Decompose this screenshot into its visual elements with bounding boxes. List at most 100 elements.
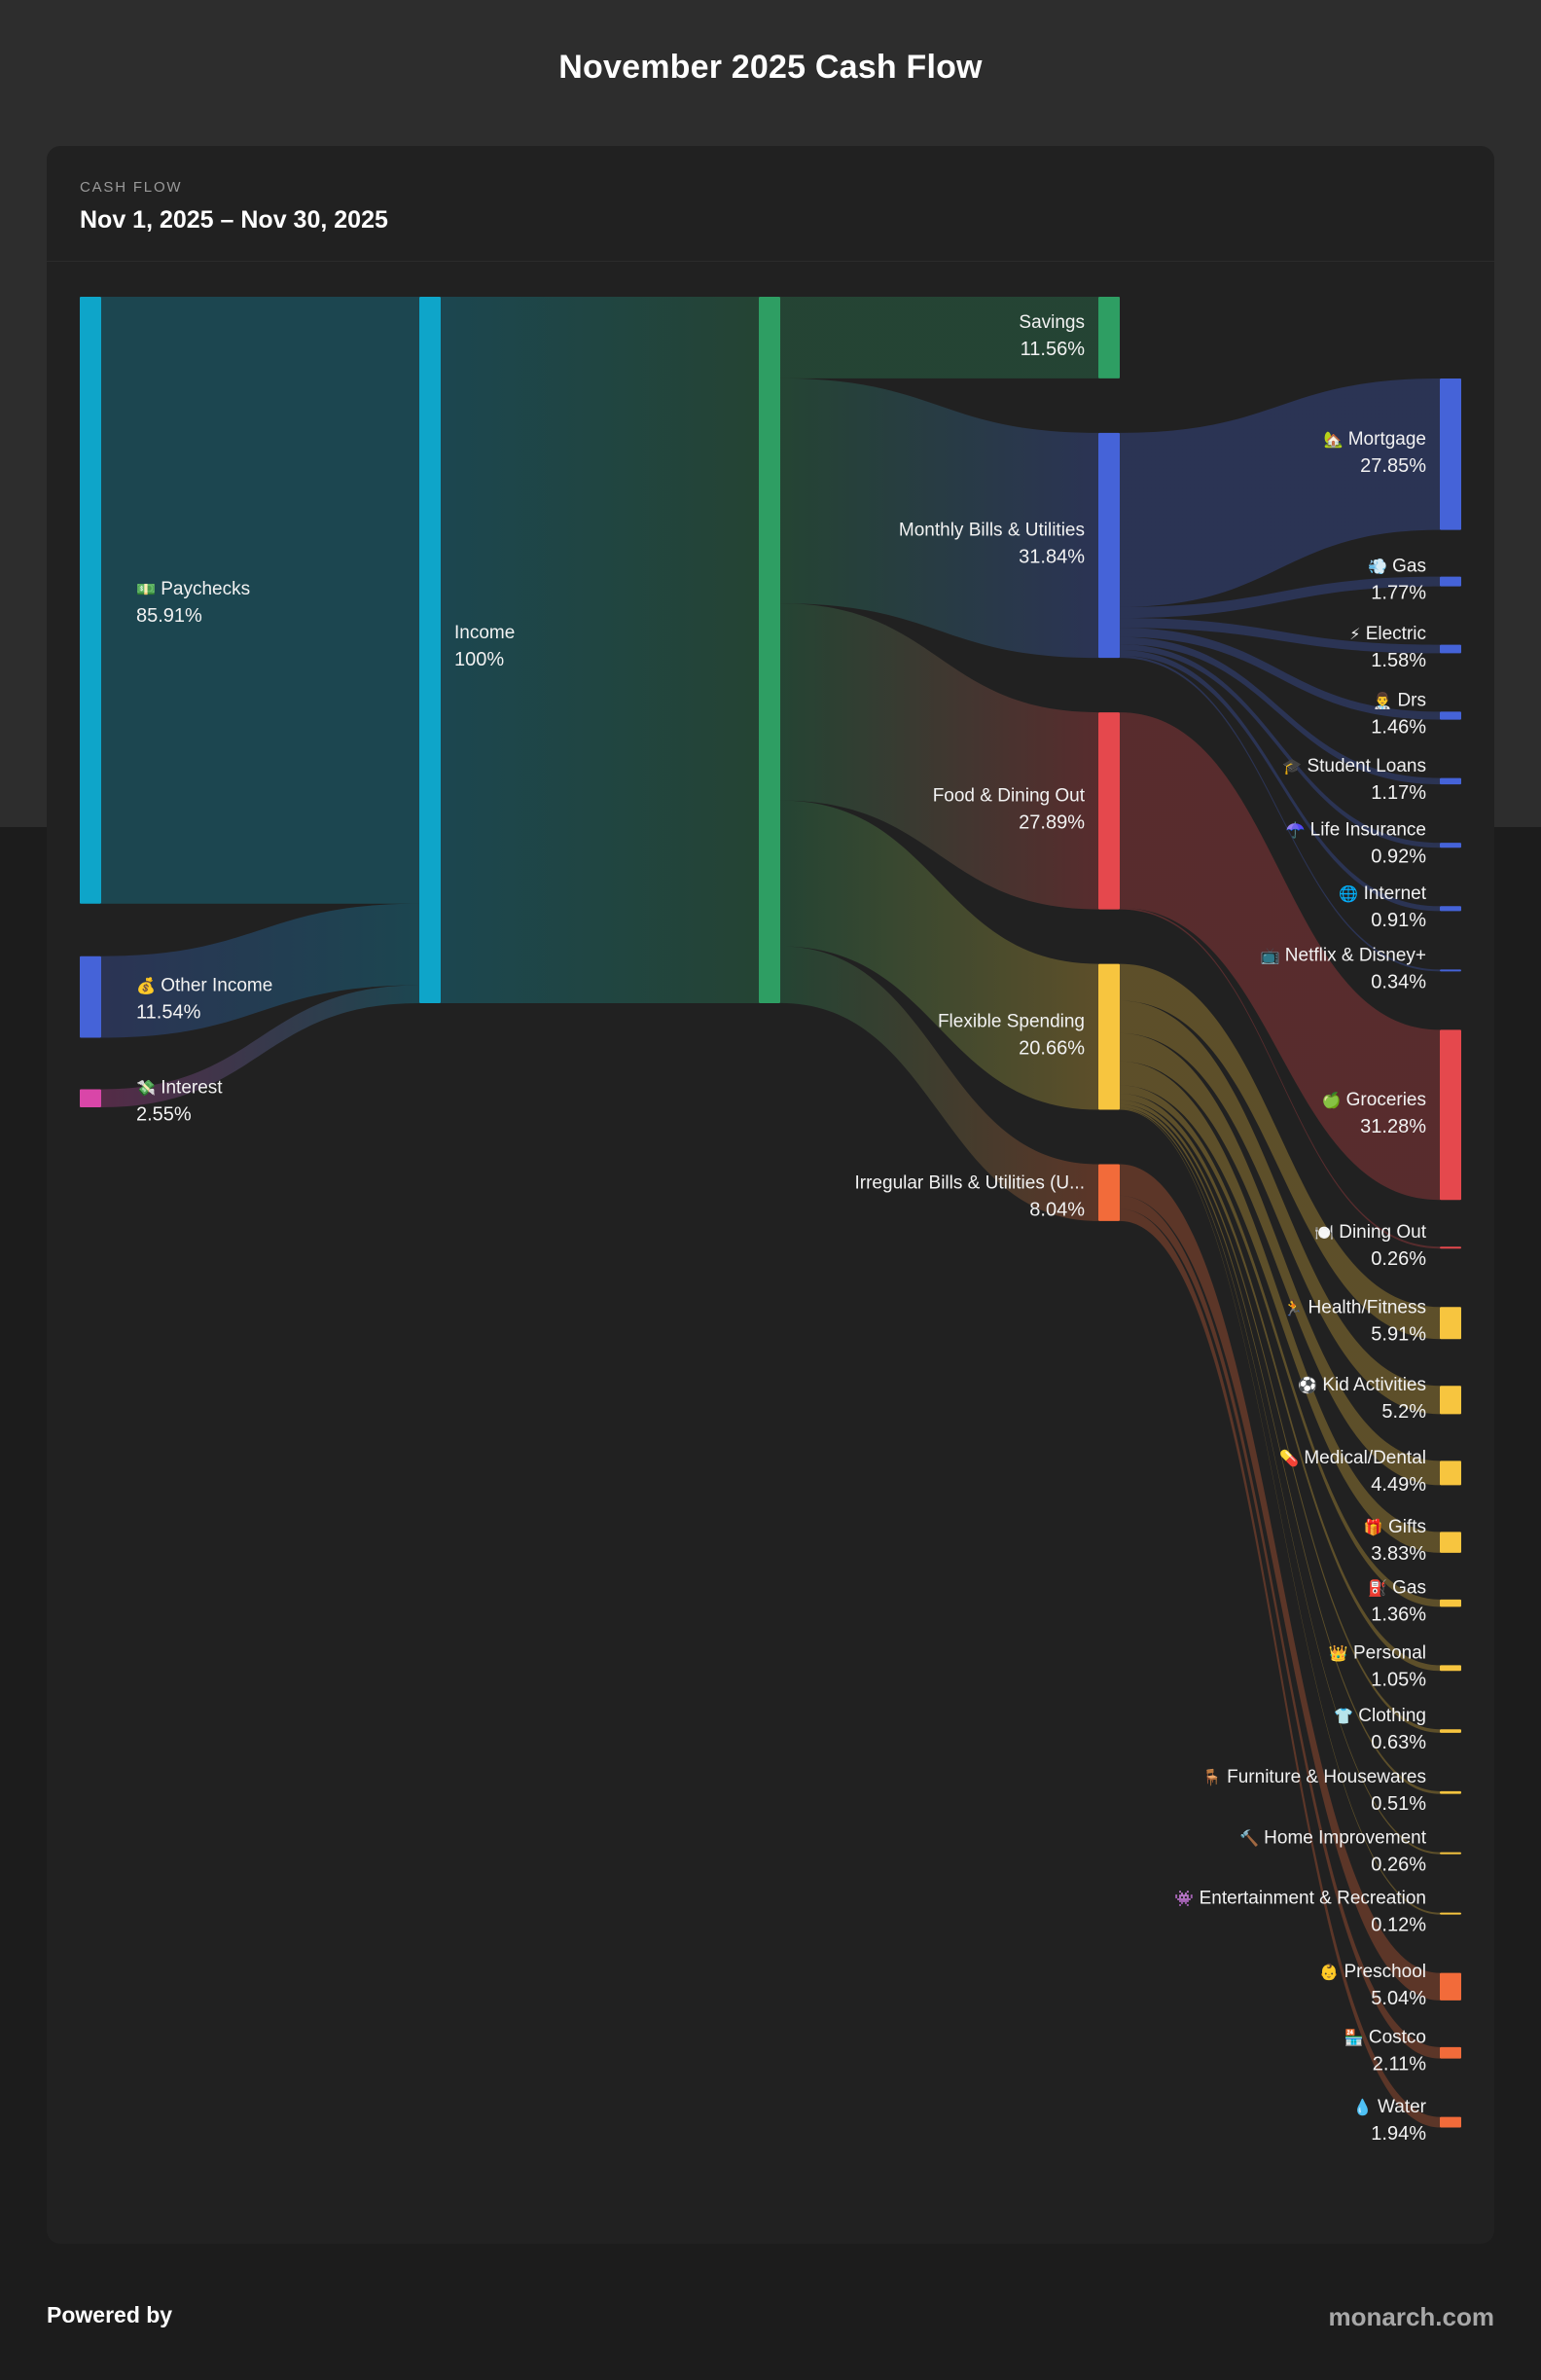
flow-bills-to-drs[interactable] (1120, 628, 1440, 720)
flow-bills-to-gas_util[interactable] (1120, 576, 1440, 619)
node-water[interactable] (1440, 2116, 1461, 2128)
flow-bills-to-mortgage[interactable] (1120, 379, 1440, 607)
node-dining-out[interactable] (1440, 1246, 1461, 1249)
node-paychecks[interactable] (80, 297, 101, 904)
node-value: 0.63% (1371, 1732, 1426, 1753)
card-divider (47, 261, 1494, 262)
node-furniture[interactable] (1440, 1790, 1461, 1794)
node-medical[interactable] (1440, 1460, 1461, 1486)
flow-flexible-to-clothing[interactable] (1120, 1100, 1440, 1733)
flow-flexible-to-furniture[interactable] (1120, 1103, 1440, 1794)
node-value: 0.34% (1371, 971, 1426, 992)
node-value: 8.04% (1029, 1200, 1085, 1221)
node-life-insurance[interactable] (1440, 843, 1461, 848)
node-label-text: ☂️ Life Insurance (1285, 820, 1426, 841)
flow-irregular-to-costco[interactable] (1120, 1195, 1440, 2059)
node-bills[interactable] (1098, 432, 1120, 659)
node-label-personal: 👑 Personal 1.05% (1329, 1642, 1426, 1690)
flow-bills-to-life_insurance[interactable] (1120, 644, 1440, 848)
flow-other_income-to-income[interactable] (101, 903, 419, 1038)
node-label-text: 🏪 Costco (1344, 2028, 1426, 2048)
node-drs[interactable] (1440, 711, 1461, 720)
flow-income-to-allocation[interactable] (441, 297, 759, 1003)
node-label-drs: 👨‍⚕️ Drs 1.46% (1371, 690, 1426, 738)
flow-paychecks-to-income[interactable] (101, 297, 419, 904)
node-label-gas-fuel: ⛽ Gas 1.36% (1368, 1578, 1426, 1626)
flow-flexible-to-home_improvement[interactable] (1120, 1107, 1440, 1855)
node-entertainment[interactable] (1440, 1912, 1461, 1915)
node-groceries[interactable] (1440, 1029, 1461, 1201)
node-label-text: 🌐 Internet (1339, 883, 1426, 904)
flow-flexible-to-gas_fuel[interactable] (1120, 1085, 1440, 1607)
flow-bills-to-internet[interactable] (1120, 650, 1440, 912)
pill-icon: 💊 (1279, 1449, 1299, 1467)
flow-irregular-to-preschool[interactable] (1120, 1164, 1440, 2001)
node-mortgage[interactable] (1440, 379, 1461, 530)
node-irregular[interactable] (1098, 1164, 1120, 1221)
flow-income-to-bills[interactable] (780, 378, 1098, 659)
node-clothing[interactable] (1440, 1729, 1461, 1733)
node-health[interactable] (1440, 1307, 1461, 1340)
node-home-improvement[interactable] (1440, 1852, 1461, 1855)
node-food[interactable] (1098, 712, 1120, 910)
flow-bills-to-student_loans[interactable] (1120, 636, 1440, 785)
node-income-in[interactable] (419, 297, 441, 1003)
node-gifts[interactable] (1440, 1532, 1461, 1553)
flow-food-to-dining_out[interactable] (1120, 907, 1440, 1249)
node-label-irregular: Irregular Bills & Utilities (U... 8.04% (855, 1173, 1086, 1221)
flow-flexible-to-personal[interactable] (1120, 1094, 1440, 1672)
flow-flexible-to-health[interactable] (1120, 963, 1440, 1340)
node-netflix[interactable] (1440, 969, 1461, 972)
node-label-text: 👑 Personal (1329, 1642, 1426, 1663)
node-label-groceries: 🍏 Groceries 31.28% (1321, 1090, 1426, 1137)
store-icon: 🏪 (1344, 2029, 1364, 2047)
flow-flexible-to-gifts[interactable] (1120, 1061, 1440, 1553)
node-flexible[interactable] (1098, 963, 1120, 1110)
node-label-dining-out: 🍽️ Dining Out 0.26% (1314, 1222, 1427, 1270)
flow-irregular-to-water[interactable] (1120, 1208, 1440, 2128)
node-label-text: 🎓 Student Loans (1282, 756, 1426, 776)
node-internet[interactable] (1440, 906, 1461, 912)
soccer-ball-icon: ⚽ (1297, 1376, 1317, 1394)
node-label-text: 🔨 Home Improvement (1239, 1828, 1427, 1849)
node-preschool[interactable] (1440, 1972, 1461, 2001)
apple-icon: 🍏 (1321, 1091, 1341, 1109)
node-label-text: 👾 Entertainment & Recreation (1174, 1889, 1426, 1909)
flow-income-to-savings[interactable] (780, 297, 1098, 379)
crown-icon: 👑 (1329, 1644, 1348, 1662)
node-kid-activities[interactable] (1440, 1386, 1461, 1415)
node-label-text: 🎁 Gifts (1364, 1517, 1426, 1537)
node-savings[interactable] (1098, 297, 1120, 379)
gas-cloud-icon: 💨 (1368, 559, 1387, 576)
node-gas-fuel[interactable] (1440, 1599, 1461, 1607)
node-personal[interactable] (1440, 1665, 1461, 1672)
tv-icon: 📺 (1261, 947, 1280, 964)
flow-income-to-food[interactable] (780, 603, 1098, 910)
node-label-text: Income (454, 623, 515, 643)
flow-flexible-to-kid_activities[interactable] (1120, 1000, 1440, 1415)
node-costco[interactable] (1440, 2046, 1461, 2059)
node-label-other-income: 💰 Other Income 11.54% (136, 976, 272, 1024)
flow-flexible-to-entertainment[interactable] (1120, 1108, 1440, 1915)
date-range[interactable]: Nov 1, 2025 – Nov 30, 2025 (80, 206, 388, 234)
node-interest[interactable] (80, 1089, 101, 1107)
brand-link[interactable]: monarch.com (1328, 2302, 1495, 2331)
node-electric[interactable] (1440, 644, 1461, 654)
flow-income-to-irregular[interactable] (780, 946, 1098, 1221)
node-income-out[interactable] (759, 297, 780, 1003)
node-label-income-in: Income 100% (454, 623, 515, 670)
flow-bills-to-electric[interactable] (1120, 618, 1440, 654)
node-gas-util[interactable] (1440, 576, 1461, 587)
node-student-loans[interactable] (1440, 777, 1461, 785)
flow-income-to-flexible[interactable] (780, 800, 1098, 1110)
node-label-text: 💵 Paychecks (136, 579, 250, 599)
flow-bills-to-netflix[interactable] (1120, 655, 1440, 972)
flow-food-to-groceries[interactable] (1120, 712, 1440, 1201)
node-value: 27.85% (1360, 455, 1426, 477)
node-label-text: 💨 Gas (1368, 557, 1426, 577)
graduation-cap-icon: 🎓 (1282, 759, 1302, 775)
flow-interest-to-income[interactable] (101, 985, 419, 1107)
flow-flexible-to-medical[interactable] (1120, 1032, 1440, 1486)
node-value: 20.66% (1019, 1038, 1085, 1060)
node-other-income[interactable] (80, 956, 101, 1038)
